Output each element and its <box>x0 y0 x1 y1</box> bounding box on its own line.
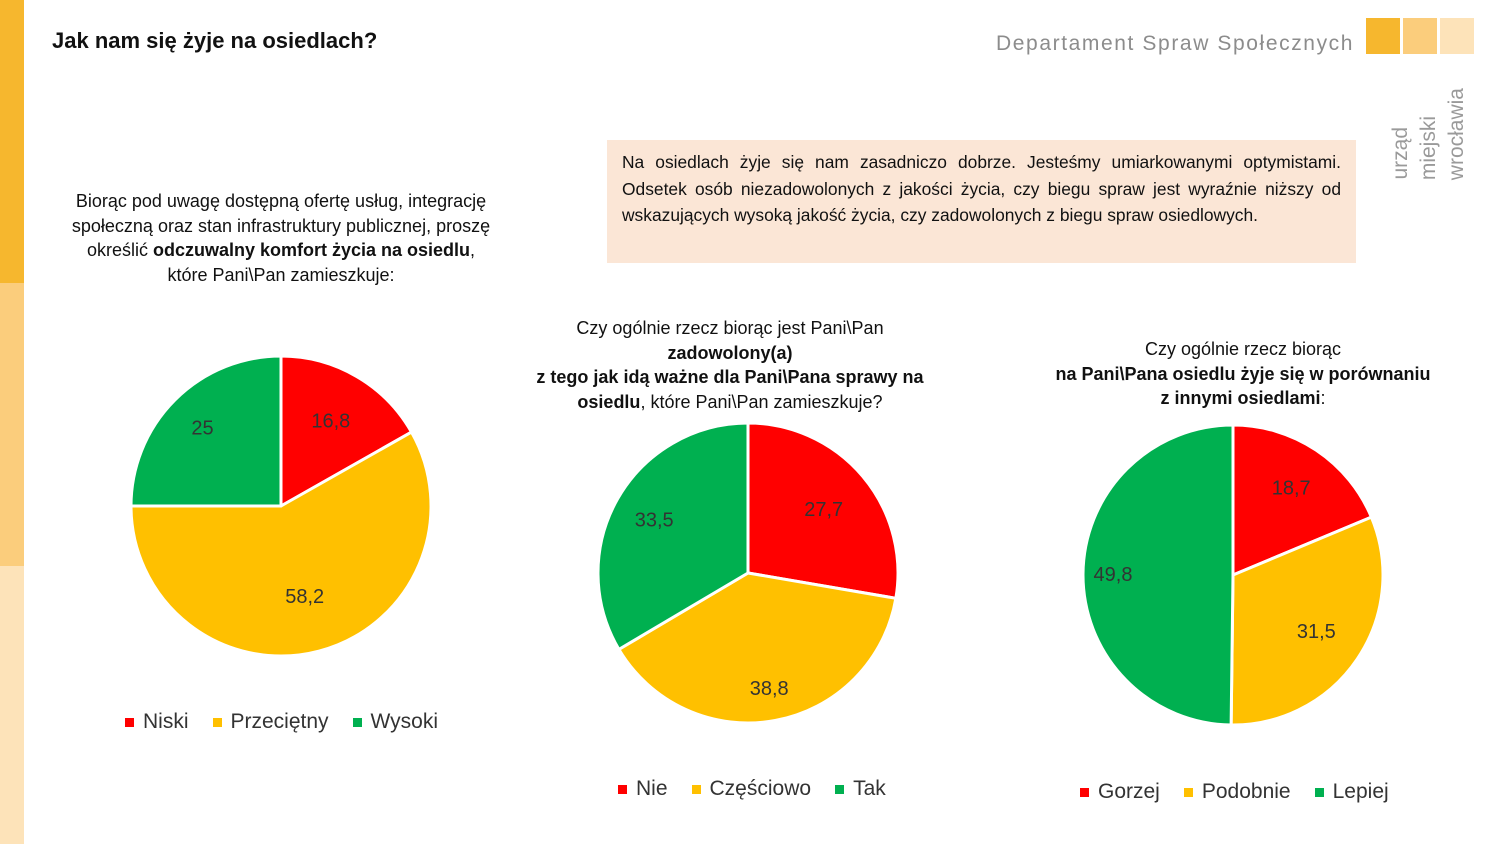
logo-square-1 <box>1366 18 1400 54</box>
pie-1-slice-przeciętny <box>129 430 433 658</box>
legend-2-item: Nie <box>618 777 668 801</box>
question-3-text: Czy ogólnie rzecz biorąc <box>1144 339 1342 359</box>
pie-2-slice-nie <box>746 421 900 600</box>
legend-3: Gorzej Podobnie Lepiej <box>1080 780 1389 804</box>
pie-2-slice-częściowo <box>617 571 898 725</box>
legend-1-item: Wysoki <box>352 710 439 734</box>
question-1-tail: , które Pani\Pan zamieszkuje: <box>167 240 476 285</box>
pie-1-slice-wysoki <box>129 354 283 508</box>
legend-3-item: Gorzej <box>1080 780 1160 804</box>
question-2-bold-1: zadowolony(a) <box>667 342 793 363</box>
legend-3-swatch <box>1314 787 1324 797</box>
legend-2-swatch <box>618 784 627 794</box>
pie-1-label-przeciętny: 58,2 <box>285 586 324 608</box>
pie-3-label-podobnie: 31,5 <box>1297 621 1336 643</box>
legend-2-item: Tak <box>835 777 886 801</box>
pie-3-label-gorzej: 18,7 <box>1272 478 1311 500</box>
logo-square-2 <box>1403 18 1437 54</box>
legend-1-item: Niski <box>125 710 189 734</box>
legend-2-label: Częściowo <box>709 777 812 800</box>
pie-2-label-częściowo: 38,8 <box>750 678 789 700</box>
legend-2-label: Nie <box>636 777 668 800</box>
pie-1-label-niski: 16,8 <box>311 410 350 432</box>
question-2-tail: , które Pani\Pan zamieszkuje? <box>640 391 883 412</box>
summary-note: Na osiedlach żyje się nam zasadniczo dob… <box>607 140 1356 263</box>
question-2: Czy ogólnie rzecz biorąc jest Pani\Pan z… <box>505 316 955 414</box>
pie-3-label-lepiej: 49,8 <box>1094 564 1133 586</box>
side-accent-bar-bottom <box>0 566 24 844</box>
pie-2-slice-tak <box>596 421 750 651</box>
logo-squares <box>1366 18 1474 54</box>
question-1-bold: odczuwalny komfort życia na osiedlu <box>152 240 471 260</box>
question-3-tail: : <box>1320 388 1326 408</box>
pie-1-label-wysoki: 25 <box>191 418 213 440</box>
legend-1-label: Wysoki <box>370 710 439 733</box>
pie-2-label-tak: 33,5 <box>635 509 674 531</box>
legend-3-label: Podobnie <box>1201 780 1291 803</box>
legend-1-item: Przeciętny <box>212 710 329 734</box>
legend-2-swatch <box>691 784 701 794</box>
legend-1-label: Niski <box>143 710 189 733</box>
legend-3-label: Gorzej <box>1098 780 1160 803</box>
legend-1-swatch <box>125 717 134 727</box>
pie-3-slice-gorzej <box>1231 423 1373 577</box>
page-title: Jak nam się żyje na osiedlach? <box>52 28 378 53</box>
question-3: Czy ogólnie rzecz biorąc na Pani\Pana os… <box>1018 337 1468 411</box>
legend-1-swatch <box>352 717 362 727</box>
logo-square-3 <box>1440 18 1474 54</box>
pie-2-label-nie: 27,7 <box>804 499 843 521</box>
pie-1-slice-niski <box>279 354 414 508</box>
question-3-bold-2: z innymi osiedlami <box>1160 388 1321 408</box>
legend-3-swatch <box>1183 787 1193 797</box>
legend-3-swatch <box>1080 787 1089 797</box>
legend-2-swatch <box>835 784 845 794</box>
side-accent-bar-top <box>0 0 24 283</box>
side-accent-bar-middle <box>0 283 24 566</box>
question-3-bold-1: na Pani\Pana osiedlu żyje się w porównan… <box>1055 363 1431 384</box>
pie-3-slice-podobnie <box>1229 515 1385 727</box>
question-2-text: Czy ogólnie rzecz biorąc jest Pani\Pan <box>576 318 884 338</box>
question-2-bold-2: z tego jak idą ważne dla Pani\Pana spraw… <box>536 367 924 412</box>
legend-1-label: Przeciętny <box>230 710 329 733</box>
legend-3-label: Lepiej <box>1332 780 1389 803</box>
department-name: Departament Spraw Społecznych <box>996 32 1355 55</box>
legend-3-item: Podobnie <box>1183 780 1291 804</box>
legend-2: Nie Częściowo Tak <box>618 777 886 801</box>
question-1-text: Biorąc pod uwagę dostępną ofertę usług, … <box>71 191 491 260</box>
legend-2-item: Częściowo <box>691 777 812 801</box>
legend-2-label: Tak <box>853 777 886 800</box>
legend-1-swatch <box>212 717 222 727</box>
question-1: Biorąc pod uwagę dostępną ofertę usług, … <box>66 189 496 287</box>
legend-1: Niski Przeciętny Wysoki <box>125 710 438 734</box>
legend-3-item: Lepiej <box>1314 780 1389 804</box>
pie-3-slice-lepiej <box>1081 423 1235 727</box>
